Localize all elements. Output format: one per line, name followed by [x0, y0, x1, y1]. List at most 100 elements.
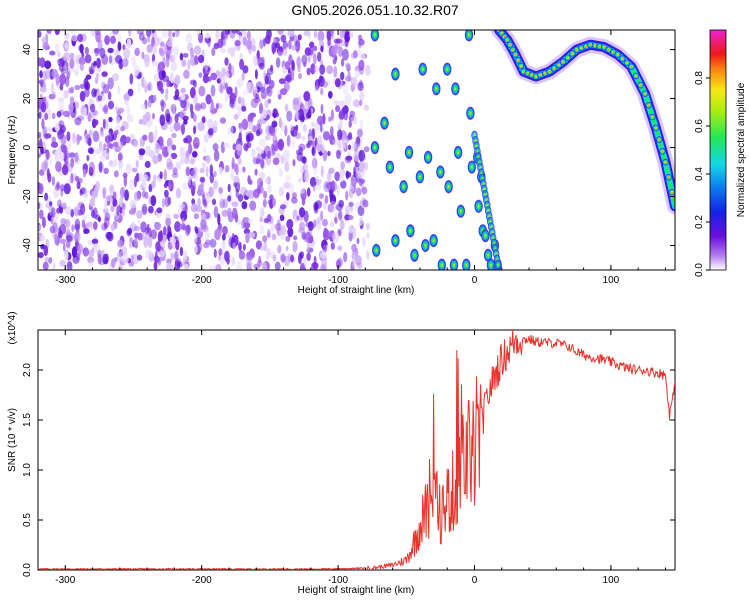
noise-speckle: [209, 173, 215, 184]
noise-speckle: [55, 161, 62, 173]
noise-speckle: [335, 105, 341, 113]
noise-speckle: [285, 175, 292, 184]
noise-speckle: [279, 117, 282, 129]
noise-speckle: [245, 232, 250, 244]
noise-speckle: [275, 57, 281, 68]
noise-speckle: [166, 262, 173, 270]
noise-speckle: [211, 198, 217, 206]
noise-speckle: [227, 195, 232, 202]
noise-speckle: [234, 212, 239, 223]
noise-speckle: [241, 118, 249, 130]
noise-speckle: [44, 256, 49, 264]
noise-speckle: [79, 43, 84, 54]
noise-speckle: [256, 177, 264, 188]
noise-speckle: [348, 201, 354, 207]
noise-speckle: [231, 65, 235, 76]
noise-speckle: [209, 238, 217, 248]
noise-speckle: [144, 79, 148, 87]
noise-speckle: [96, 72, 100, 79]
noise-speckle: [278, 78, 286, 85]
noise-speckle: [108, 55, 113, 64]
x-tick-label: -300: [55, 275, 75, 286]
noise-speckle: [54, 150, 59, 160]
noise-speckle: [109, 184, 114, 195]
noise-speckle: [278, 186, 285, 197]
noise-speckle: [284, 61, 290, 70]
noise-speckle: [67, 66, 75, 74]
noise-speckle: [185, 166, 190, 177]
noise-speckle: [316, 115, 324, 126]
noise-speckle: [301, 196, 306, 206]
noise-speckle: [97, 216, 101, 223]
noise-speckle: [229, 124, 234, 137]
noise-speckle: [179, 52, 184, 61]
noise-speckle: [251, 37, 256, 50]
noise-speckle: [291, 196, 298, 204]
noise-speckle: [252, 125, 257, 133]
noise-speckle: [224, 57, 229, 66]
noise-speckle: [227, 183, 231, 193]
noise-speckle: [159, 114, 166, 126]
noise-speckle: [94, 48, 100, 57]
noise-speckle: [185, 135, 193, 144]
noise-speckle: [86, 133, 91, 146]
noise-speckle: [262, 38, 266, 47]
noise-speckle: [89, 68, 94, 75]
ridge-peak: [655, 136, 663, 144]
noise-speckle: [74, 234, 79, 242]
noise-speckle: [161, 30, 169, 38]
noise-speckle: [182, 115, 189, 121]
noise-speckle: [288, 39, 292, 50]
noise-speckle: [307, 221, 314, 231]
noise-speckle: [60, 184, 65, 192]
y-tick-label: -40: [22, 238, 33, 253]
noise-speckle: [173, 213, 180, 219]
noise-speckle: [255, 81, 263, 90]
x-tick-label: -100: [328, 575, 348, 586]
figure-title: GN05.2026.051.10.32.R07: [291, 2, 459, 18]
noise-speckle: [190, 87, 196, 99]
noise-speckle: [165, 217, 172, 227]
noise-speckle: [87, 239, 93, 246]
noise-speckle: [148, 205, 154, 214]
noise-speckle: [198, 85, 206, 97]
noise-speckle: [358, 41, 362, 49]
noise-speckle: [114, 49, 120, 56]
noise-speckle: [131, 221, 136, 228]
noise-speckle: [69, 30, 77, 35]
noise-speckle: [233, 162, 237, 172]
noise-speckle: [148, 227, 152, 240]
noise-speckle: [91, 209, 96, 218]
noise-speckle: [359, 99, 363, 107]
noise-speckle: [54, 184, 61, 191]
noise-speckle: [83, 168, 86, 178]
ridge-peak: [662, 158, 669, 166]
noise-speckle: [295, 124, 299, 131]
noise-speckle: [192, 184, 196, 193]
noise-speckle: [258, 148, 265, 155]
noise-speckle: [108, 143, 114, 150]
noise-speckle: [153, 261, 158, 270]
noise-speckle: [178, 203, 185, 209]
noise-speckle: [303, 61, 307, 67]
colorbar-tick-label: 0.2: [694, 215, 705, 229]
noise-speckle: [170, 152, 178, 160]
noise-speckle: [348, 188, 354, 199]
noise-speckle: [264, 75, 269, 85]
noise-speckle: [284, 149, 290, 157]
noise-speckle: [54, 233, 58, 246]
noise-speckle: [164, 189, 169, 198]
noise-speckle: [127, 227, 133, 235]
noise-speckle: [203, 199, 207, 206]
noise-speckle: [263, 190, 268, 199]
noise-speckle: [358, 149, 366, 162]
noise-speckle: [141, 37, 148, 45]
noise-speckle: [232, 242, 236, 250]
noise-speckle: [326, 65, 334, 75]
noise-speckle: [355, 136, 361, 145]
noise-speckle: [159, 49, 165, 57]
noise-speckle: [64, 205, 72, 216]
noise-speckle: [273, 112, 277, 119]
noise-speckle: [38, 132, 42, 139]
noise-speckle: [142, 134, 148, 141]
